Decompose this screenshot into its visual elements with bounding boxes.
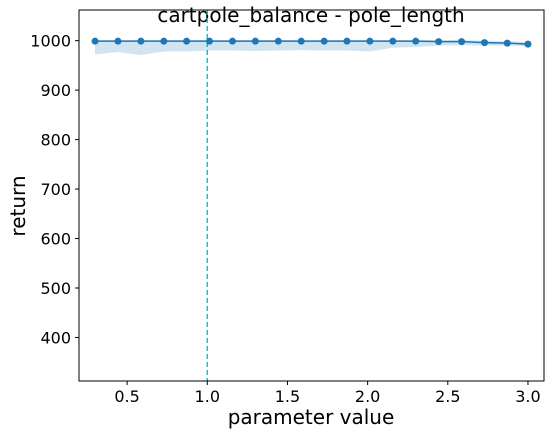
confidence-band (95, 40, 528, 56)
x-axis-label: parameter value (228, 405, 395, 429)
x-tick-label: 1.0 (195, 387, 220, 406)
y-tick-label: 1000 (30, 32, 71, 51)
data-point (412, 37, 420, 45)
data-point (137, 37, 145, 45)
data-point (458, 38, 466, 46)
data-point (91, 37, 99, 45)
data-point (320, 37, 328, 45)
data-point (435, 38, 443, 46)
data-point (389, 37, 397, 45)
data-point (160, 37, 168, 45)
y-tick-label: 900 (40, 81, 71, 100)
data-point (206, 37, 214, 45)
data-point (366, 37, 374, 45)
x-tick-label: 2.0 (355, 387, 380, 406)
data-point (274, 37, 282, 45)
series-line (95, 40, 529, 45)
x-tick-label: 3.0 (515, 387, 540, 406)
data-point (183, 37, 191, 45)
x-tick-label: 1.5 (275, 387, 300, 406)
data-point (251, 37, 259, 45)
y-tick-label: 400 (40, 328, 71, 347)
data-point (343, 37, 351, 45)
data-point (297, 37, 305, 45)
y-tick-label: 800 (40, 131, 71, 150)
x-tick-label: 2.5 (435, 387, 460, 406)
data-point (114, 37, 122, 45)
data-point (503, 39, 511, 47)
y-tick-label: 700 (40, 180, 71, 199)
data-point (524, 40, 532, 48)
data-point (481, 39, 489, 47)
data-point (228, 37, 236, 45)
x-tick-label: 0.5 (114, 387, 139, 406)
chart-title: cartpole_balance - pole_length (157, 3, 464, 27)
y-tick-label: 600 (40, 230, 71, 249)
y-tick-label: 500 (40, 279, 71, 298)
y-axis-label: return (6, 175, 30, 236)
plot-frame (78, 9, 545, 382)
